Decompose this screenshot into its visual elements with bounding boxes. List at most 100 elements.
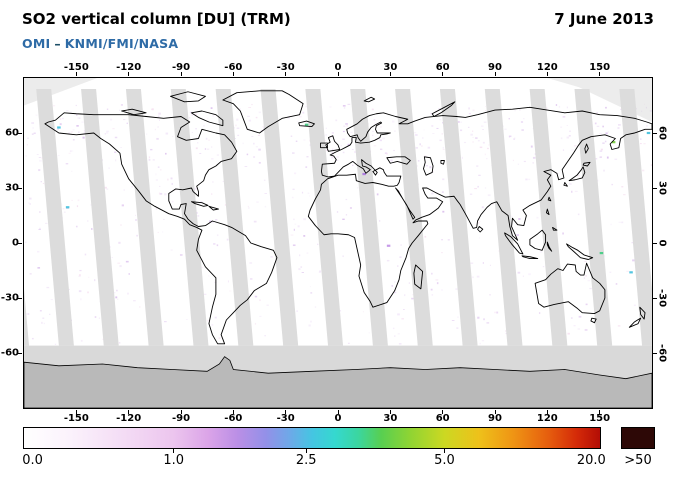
lat-label-right--30: -30 (656, 288, 668, 308)
cbar-label-0.0: 0.0 (22, 453, 43, 468)
swath-gap (574, 89, 613, 346)
lon-label-bottom-60: 60 (435, 413, 450, 424)
coastline-madagascar (414, 265, 423, 289)
lon-tick-bottom--30 (285, 410, 287, 414)
cbar-tick (173, 449, 175, 453)
cbar-tick (443, 449, 445, 453)
lat-tick-right--30 (653, 297, 657, 299)
colorbar-gradient (24, 428, 600, 448)
lon-label-bottom--120: -120 (116, 413, 142, 424)
lon-label-top--150: -150 (63, 62, 89, 73)
lon-tick-bottom--60 (232, 410, 234, 414)
antarctica (24, 357, 652, 408)
so2-anomaly (629, 271, 633, 274)
agencies-label: KNMI/FMI/NASA (64, 36, 179, 51)
lon-tick-bottom-120 (546, 410, 548, 414)
coastline-greenland (223, 91, 303, 133)
date-label: 7 June 2013 (554, 10, 654, 28)
lon-label-bottom--30: -30 (276, 413, 295, 424)
so2-anomaly (65, 206, 70, 209)
lon-label-top--30: -30 (276, 62, 295, 73)
lon-label-top--120: -120 (116, 62, 142, 73)
polar-patch (547, 78, 652, 122)
lon-label-top-120: 120 (536, 62, 558, 73)
lon-tick-bottom--120 (128, 410, 130, 414)
lon-tick-top--90 (180, 72, 182, 76)
lon-tick-bottom-0 (337, 410, 339, 414)
so2-anomaly (611, 141, 616, 144)
lon-tick-bottom-150 (599, 410, 601, 414)
polar-patch (24, 78, 98, 106)
cbar-label-1.0: 1.0 (163, 453, 185, 468)
lat-tick-left-60 (18, 132, 22, 134)
swath-gap (395, 89, 433, 346)
lon-label-bottom--60: -60 (224, 413, 243, 424)
lat-tick-left-30 (18, 187, 22, 189)
source-separator: – (54, 36, 61, 51)
coastline-caribbean (191, 202, 218, 210)
lat-label-left-60: 60 (5, 127, 19, 139)
lon-tick-top-90 (494, 72, 496, 76)
coastline-nz-tasmania (591, 307, 645, 327)
so2-anomaly (599, 251, 604, 255)
colorbar (23, 427, 601, 449)
lat-label-left-0: 0 (12, 237, 19, 249)
lat-tick-right--60 (653, 352, 657, 354)
lon-tick-top--150 (75, 72, 77, 76)
orbit-gap-swaths (24, 89, 652, 346)
lon-tick-top-0 (337, 72, 339, 76)
coastline-australia (535, 263, 605, 313)
coastline-americas (45, 113, 277, 344)
cbar-label-2.5: 2.5 (295, 453, 317, 468)
coastlines (45, 91, 652, 344)
lon-label-top-60: 60 (435, 62, 450, 73)
lon-label-bottom-90: 90 (488, 413, 502, 424)
lon-tick-top--60 (232, 72, 234, 76)
so2-anomaly (57, 126, 61, 129)
coastline-eurasia-africa (308, 107, 652, 307)
swath-gap (36, 89, 74, 346)
lon-tick-top-30 (389, 72, 391, 76)
so2-anomaly (386, 244, 391, 247)
lon-label-bottom--150: -150 (63, 413, 89, 424)
so2-anomaly (304, 123, 309, 126)
coastline-britain-ireland (321, 136, 340, 152)
lon-tick-top-60 (442, 72, 444, 76)
lon-label-top--60: -60 (224, 62, 243, 73)
lon-label-bottom-0: 0 (334, 413, 342, 424)
lat-label-left--30: -30 (0, 292, 19, 304)
lon-tick-bottom--90 (180, 410, 182, 414)
lon-tick-bottom-30 (389, 410, 391, 414)
page-title: SO2 vertical column [DU] (TRM) (22, 10, 291, 28)
swath-gap (484, 89, 523, 346)
coastline-arctic-islands (122, 92, 455, 126)
map-frame (23, 77, 653, 409)
lon-label-bottom-30: 30 (383, 413, 398, 424)
coastline-asia-islands (478, 144, 593, 260)
lon-label-bottom--90: -90 (171, 413, 191, 424)
so2-anomaly (362, 172, 366, 176)
lat-tick-right-0 (653, 242, 657, 244)
lat-tick-left--30 (18, 297, 22, 299)
swath-gap (125, 89, 164, 346)
lat-label-right--60: -60 (656, 343, 668, 363)
swath-gap (305, 89, 344, 346)
colorbar-overflow-box (621, 427, 655, 449)
lat-label-left--60: -60 (0, 347, 19, 359)
source-line: OMI – KNMI/FMI/NASA (22, 36, 178, 51)
lon-tick-top-120 (546, 72, 548, 76)
swath-gap (439, 89, 478, 346)
lon-tick-top-150 (599, 72, 601, 76)
swath-gap (215, 89, 254, 346)
lat-label-right-0: 0 (656, 239, 668, 247)
lon-label-top-90: 90 (488, 62, 502, 73)
lon-label-bottom-150: 150 (589, 413, 611, 424)
cbar-label-5.0: 5.0 (434, 453, 455, 468)
swath-gap (260, 89, 299, 346)
lon-tick-bottom--150 (75, 410, 77, 414)
swath-gap (170, 89, 209, 346)
lon-label-top-150: 150 (589, 62, 611, 73)
lon-tick-top--30 (285, 72, 287, 76)
lat-tick-left-0 (18, 242, 22, 244)
